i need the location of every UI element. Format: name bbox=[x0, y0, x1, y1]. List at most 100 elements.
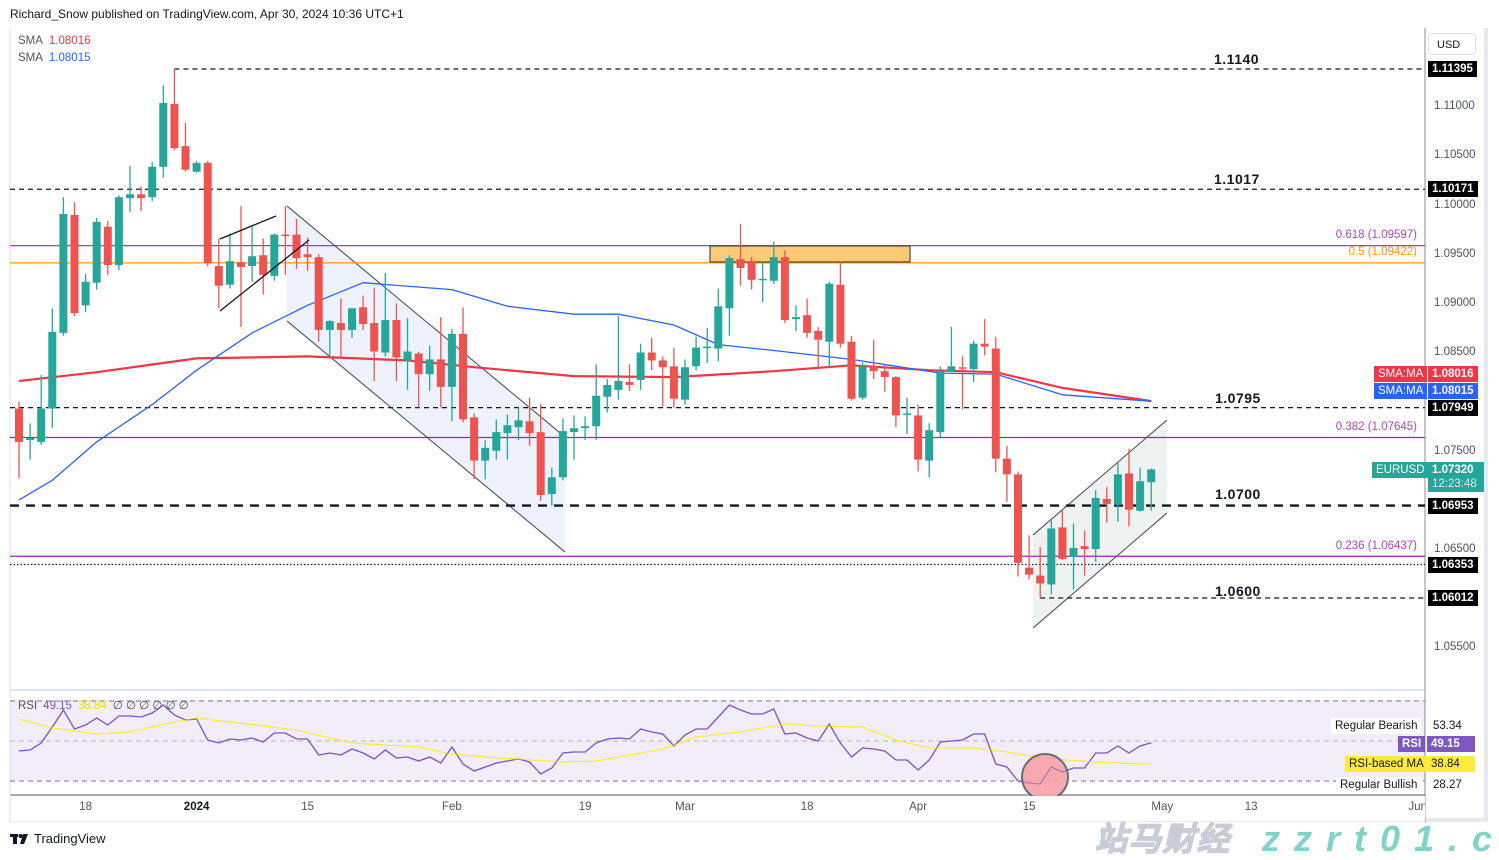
candle-body bbox=[891, 377, 900, 416]
candle bbox=[70, 202, 79, 317]
descending-channel-fill bbox=[287, 206, 565, 552]
legend-sma-label: SMA bbox=[18, 35, 43, 47]
candle-body bbox=[503, 425, 512, 434]
candle bbox=[281, 206, 290, 275]
level-label: 1.0700 bbox=[1215, 486, 1261, 502]
time-axis-background bbox=[11, 796, 1425, 821]
candle-body bbox=[614, 381, 623, 390]
candle bbox=[37, 375, 46, 445]
candle bbox=[1080, 530, 1089, 576]
candles bbox=[15, 69, 1156, 599]
candle bbox=[891, 376, 900, 428]
candle bbox=[259, 238, 268, 295]
candle bbox=[170, 69, 179, 151]
sma-blue-axis-label: SMA:MA bbox=[1374, 383, 1428, 399]
candle bbox=[625, 364, 634, 391]
level-label: 1.1140 bbox=[1214, 51, 1260, 67]
candle bbox=[336, 298, 345, 357]
candle-body bbox=[270, 234, 279, 276]
tradingview-icon bbox=[10, 833, 28, 844]
candle-body bbox=[1058, 527, 1067, 559]
candle-body bbox=[392, 320, 401, 358]
price-badge-level: 1.11395 bbox=[1428, 61, 1477, 77]
candle bbox=[792, 305, 800, 331]
candle-body bbox=[625, 381, 634, 385]
candle bbox=[714, 288, 723, 362]
candle bbox=[936, 366, 945, 438]
candle bbox=[26, 423, 35, 460]
candle bbox=[658, 356, 667, 407]
candle bbox=[847, 335, 856, 401]
ascending-channel-fill bbox=[1033, 420, 1167, 628]
level-label: 1.0600 bbox=[1215, 583, 1261, 599]
candle bbox=[969, 340, 978, 382]
candle-body bbox=[536, 432, 545, 496]
tradingview-brand: TradingView bbox=[34, 831, 106, 846]
candle-body bbox=[847, 341, 856, 399]
candle bbox=[48, 308, 57, 429]
candle-body bbox=[736, 259, 745, 268]
candle bbox=[603, 379, 612, 413]
legend-sma-red[interactable]: SMA 1.08016 bbox=[18, 35, 91, 47]
candle bbox=[1014, 471, 1022, 577]
candle bbox=[348, 308, 356, 338]
candle bbox=[1047, 520, 1056, 595]
candle bbox=[725, 255, 734, 336]
candle bbox=[59, 197, 68, 336]
candle bbox=[1002, 445, 1011, 502]
legend-sma-blue[interactable]: SMA 1.08015 bbox=[18, 52, 91, 64]
currency-button[interactable]: USD bbox=[1428, 33, 1476, 55]
candle bbox=[15, 401, 23, 479]
candle-body bbox=[159, 102, 168, 167]
legend-sma-value: 1.08015 bbox=[48, 52, 91, 64]
candle-body bbox=[603, 384, 612, 397]
candle-body bbox=[814, 330, 823, 340]
candle-body bbox=[714, 306, 723, 349]
candle-body bbox=[59, 213, 68, 333]
legend-rsi[interactable]: RSI 49.15 38.84 ∅ ∅ ∅ ∅ ∅ ∅ bbox=[18, 698, 189, 712]
candle bbox=[203, 160, 212, 267]
ascending-channel-upper bbox=[1032, 419, 1168, 536]
candle-body bbox=[70, 214, 79, 314]
candle-body bbox=[181, 146, 190, 170]
level-label: 1.1017 bbox=[1214, 171, 1260, 187]
candle bbox=[270, 233, 279, 281]
rsi-axis-value: 49.15 bbox=[1427, 736, 1475, 752]
candle bbox=[92, 217, 101, 290]
candle bbox=[1036, 547, 1045, 599]
candle bbox=[325, 320, 334, 358]
sma-blue-axis-value: 1.08015 bbox=[1428, 383, 1478, 399]
candle bbox=[126, 165, 134, 212]
candle-body bbox=[525, 421, 534, 434]
candle bbox=[392, 303, 401, 382]
candle bbox=[381, 272, 390, 357]
candle bbox=[114, 195, 123, 270]
candle-body bbox=[259, 255, 268, 275]
price-tick: 1.06500 bbox=[1434, 543, 1476, 555]
candle-body bbox=[237, 262, 245, 268]
candle-body bbox=[1014, 474, 1022, 563]
candle bbox=[558, 418, 567, 481]
candle bbox=[614, 316, 623, 400]
candle bbox=[1136, 467, 1145, 512]
candle bbox=[703, 327, 712, 364]
candle bbox=[1147, 468, 1156, 511]
publisher-info: Richard_Snow published on TradingView.co… bbox=[10, 7, 404, 21]
candle bbox=[825, 281, 834, 369]
candle bbox=[514, 407, 523, 440]
candle-body bbox=[248, 256, 257, 267]
candle-body bbox=[381, 320, 390, 353]
candle-body bbox=[1002, 458, 1011, 475]
last-price-badge: 1.07320 12:23:48 bbox=[1428, 462, 1484, 492]
candle-body bbox=[681, 367, 689, 400]
candle-body bbox=[348, 308, 356, 330]
candle-body bbox=[1136, 481, 1145, 511]
price-tick: 1.05500 bbox=[1434, 641, 1476, 653]
legend-sma-value: 1.08016 bbox=[48, 35, 91, 47]
candle bbox=[81, 273, 90, 313]
candle-body bbox=[225, 261, 234, 285]
tradingview-logo[interactable]: TradingView bbox=[10, 831, 106, 846]
fib-label-05: 0.5 (1.09422) bbox=[1348, 246, 1417, 258]
candle-body bbox=[647, 352, 656, 361]
